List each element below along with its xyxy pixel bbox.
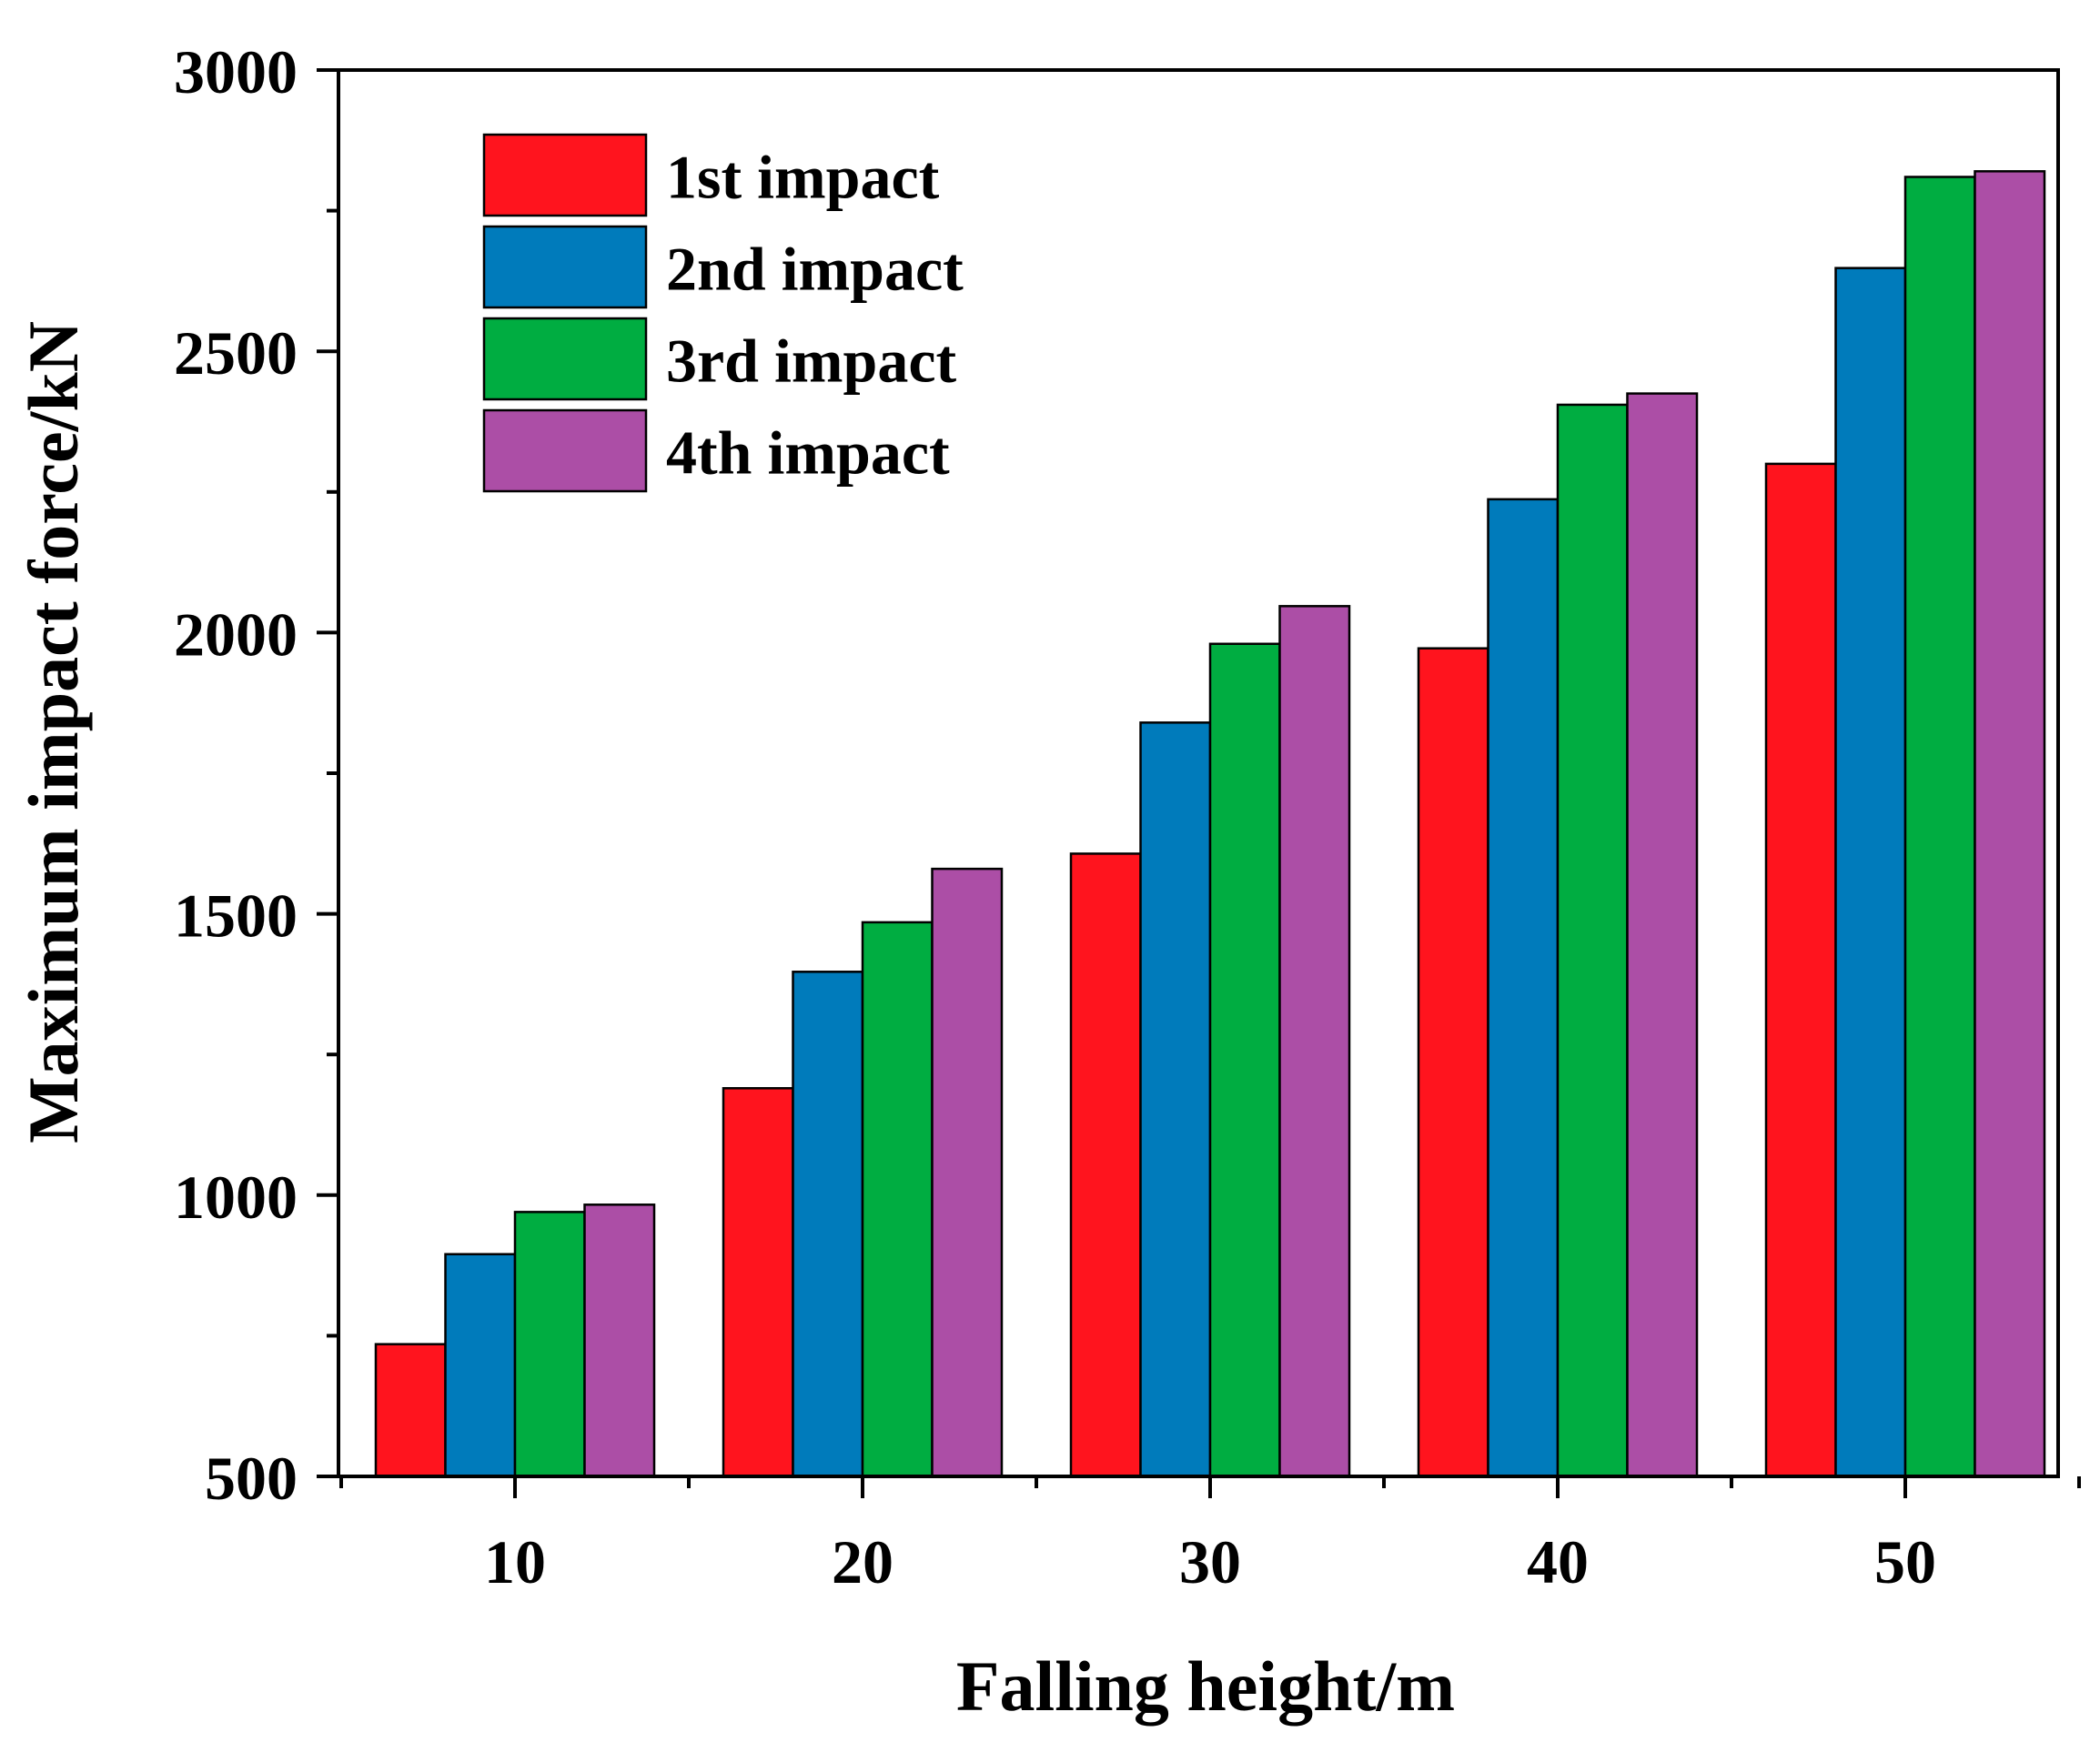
y-tick-label: 1500 (174, 881, 298, 951)
legend-label: 3rd impact (666, 327, 957, 396)
x-tick-label: 50 (1874, 1527, 1936, 1596)
y-tick-label: 2500 (174, 318, 298, 388)
y-axis-label: Maximum impact force/kN (14, 321, 93, 1143)
y-tick-label: 500 (205, 1444, 298, 1513)
legend-swatch (482, 408, 648, 493)
legend: 1st impact 2nd impact 3rd impact 4th impact (482, 133, 964, 493)
bar-3rd-impact-30 (1208, 642, 1281, 1478)
bar-4th-impact-50 (1974, 170, 2046, 1478)
y-tick-label: 3000 (174, 37, 298, 106)
legend-swatch (482, 225, 648, 309)
bar-4th-impact-40 (1626, 392, 1699, 1478)
bar-1st-impact-10 (374, 1343, 447, 1478)
bar-3rd-impact-50 (1903, 176, 1976, 1478)
bar-1st-impact-30 (1069, 852, 1142, 1478)
x-tick-label: 30 (1179, 1527, 1241, 1596)
y-tick-label: 1000 (174, 1163, 298, 1232)
legend-label: 1st impact (666, 143, 940, 212)
bar-1st-impact-50 (1764, 462, 1837, 1478)
bar-2nd-impact-10 (444, 1253, 517, 1478)
x-tick-label: 40 (1527, 1527, 1589, 1596)
bars-layer (374, 170, 2046, 1478)
bar-2nd-impact-20 (792, 971, 864, 1478)
legend-label: 4th impact (666, 418, 950, 488)
bar-3rd-impact-40 (1556, 403, 1629, 1478)
bar-4th-impact-20 (931, 867, 1004, 1478)
y-tick-label: 2000 (174, 599, 298, 669)
x-axis-label: Falling height/m (956, 1646, 1455, 1726)
legend-swatch (482, 317, 648, 401)
x-tick-label: 10 (484, 1527, 546, 1596)
bar-3rd-impact-10 (513, 1211, 586, 1478)
bar-3rd-impact-20 (861, 921, 934, 1478)
bar-2nd-impact-50 (1834, 267, 1907, 1478)
legend-swatch (482, 133, 648, 217)
bar-1st-impact-20 (722, 1087, 794, 1478)
bar-2nd-impact-40 (1487, 498, 1560, 1478)
axes-layer: 500 1000 1500 2000 2500 3000 10 20 30 40 50 (174, 37, 2081, 1596)
legend-label: 2nd impact (666, 235, 964, 304)
bar-4th-impact-10 (583, 1203, 656, 1478)
bar-2nd-impact-30 (1139, 721, 1212, 1478)
bar-1st-impact-40 (1417, 647, 1489, 1478)
x-tick-label: 20 (832, 1527, 894, 1596)
bar-4th-impact-30 (1278, 605, 1351, 1478)
